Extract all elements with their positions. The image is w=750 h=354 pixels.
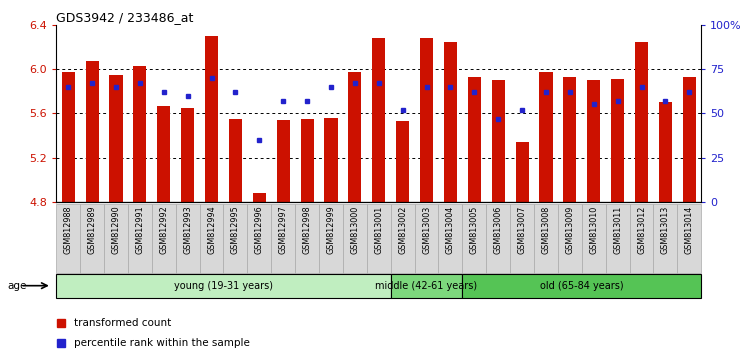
Text: GSM812997: GSM812997 bbox=[279, 206, 288, 255]
Text: GSM812988: GSM812988 bbox=[64, 206, 73, 254]
Text: GSM813003: GSM813003 bbox=[422, 206, 431, 254]
Text: GSM812989: GSM812989 bbox=[88, 206, 97, 254]
Text: young (19-31 years): young (19-31 years) bbox=[174, 281, 273, 291]
Bar bbox=[56, 274, 391, 298]
Bar bbox=[653, 204, 677, 273]
Bar bbox=[606, 204, 629, 273]
Bar bbox=[158, 105, 170, 202]
Bar bbox=[56, 204, 80, 273]
Text: GSM812999: GSM812999 bbox=[326, 206, 335, 255]
Bar bbox=[415, 204, 439, 273]
Bar bbox=[181, 108, 194, 202]
Text: GSM812990: GSM812990 bbox=[112, 206, 121, 254]
Text: GSM812995: GSM812995 bbox=[231, 206, 240, 255]
Text: GSM812998: GSM812998 bbox=[302, 206, 311, 254]
Bar bbox=[253, 193, 266, 202]
Text: GDS3942 / 233486_at: GDS3942 / 233486_at bbox=[56, 11, 194, 24]
Bar bbox=[677, 204, 701, 273]
Text: old (65-84 years): old (65-84 years) bbox=[540, 281, 623, 291]
Text: middle (42-61 years): middle (42-61 years) bbox=[376, 281, 478, 291]
Bar bbox=[367, 204, 391, 273]
Bar bbox=[391, 204, 415, 273]
Bar bbox=[611, 79, 624, 202]
Bar bbox=[439, 204, 462, 273]
Bar bbox=[420, 38, 433, 202]
Bar bbox=[396, 121, 410, 202]
Bar bbox=[134, 66, 146, 202]
Text: GSM812991: GSM812991 bbox=[135, 206, 144, 254]
Text: GSM813008: GSM813008 bbox=[542, 206, 550, 254]
Bar bbox=[128, 204, 152, 273]
Bar bbox=[301, 119, 313, 202]
Bar bbox=[224, 204, 248, 273]
Text: GSM813013: GSM813013 bbox=[661, 206, 670, 254]
Bar bbox=[492, 80, 505, 202]
Text: transformed count: transformed count bbox=[74, 318, 172, 328]
Bar bbox=[86, 61, 99, 202]
Text: age: age bbox=[8, 281, 27, 291]
Bar bbox=[486, 204, 510, 273]
Text: GSM813010: GSM813010 bbox=[590, 206, 598, 254]
Bar bbox=[325, 118, 338, 202]
Text: GSM812992: GSM812992 bbox=[159, 206, 168, 255]
Bar bbox=[205, 36, 218, 202]
Bar bbox=[272, 204, 296, 273]
Bar bbox=[462, 204, 486, 273]
Bar bbox=[629, 204, 653, 273]
Bar bbox=[296, 204, 319, 273]
Text: GSM812994: GSM812994 bbox=[207, 206, 216, 254]
Bar bbox=[319, 204, 343, 273]
Text: GSM813002: GSM813002 bbox=[398, 206, 407, 254]
Bar bbox=[391, 274, 462, 298]
Bar bbox=[582, 204, 606, 273]
Text: GSM813001: GSM813001 bbox=[374, 206, 383, 254]
Text: percentile rank within the sample: percentile rank within the sample bbox=[74, 338, 250, 348]
Bar bbox=[587, 80, 600, 202]
Bar bbox=[462, 274, 701, 298]
Bar bbox=[539, 72, 553, 202]
Bar bbox=[80, 204, 104, 273]
Bar bbox=[372, 38, 386, 202]
Bar bbox=[563, 77, 577, 202]
Text: GSM813009: GSM813009 bbox=[566, 206, 574, 254]
Text: GSM812996: GSM812996 bbox=[255, 206, 264, 254]
Text: GSM813000: GSM813000 bbox=[350, 206, 359, 254]
Bar bbox=[343, 204, 367, 273]
Bar bbox=[104, 204, 128, 273]
Bar bbox=[248, 204, 272, 273]
Bar bbox=[152, 204, 176, 273]
Text: GSM813014: GSM813014 bbox=[685, 206, 694, 254]
Bar bbox=[62, 72, 75, 202]
Text: GSM812993: GSM812993 bbox=[183, 206, 192, 254]
Bar bbox=[110, 75, 122, 202]
Bar bbox=[510, 204, 534, 273]
Bar bbox=[200, 204, 223, 273]
Text: GSM813006: GSM813006 bbox=[494, 206, 502, 254]
Bar bbox=[534, 204, 558, 273]
Text: GSM813012: GSM813012 bbox=[637, 206, 646, 254]
Text: GSM813004: GSM813004 bbox=[446, 206, 455, 254]
Bar bbox=[176, 204, 200, 273]
Text: GSM813007: GSM813007 bbox=[518, 206, 526, 254]
Text: GSM813005: GSM813005 bbox=[470, 206, 478, 254]
Bar bbox=[558, 204, 582, 273]
Bar bbox=[515, 142, 529, 202]
Bar bbox=[444, 42, 457, 202]
Bar bbox=[635, 42, 648, 202]
Bar bbox=[277, 120, 290, 202]
Bar bbox=[682, 77, 696, 202]
Bar bbox=[468, 77, 481, 202]
Bar bbox=[348, 72, 361, 202]
Bar bbox=[658, 102, 672, 202]
Bar bbox=[229, 119, 242, 202]
Text: GSM813011: GSM813011 bbox=[614, 206, 622, 254]
